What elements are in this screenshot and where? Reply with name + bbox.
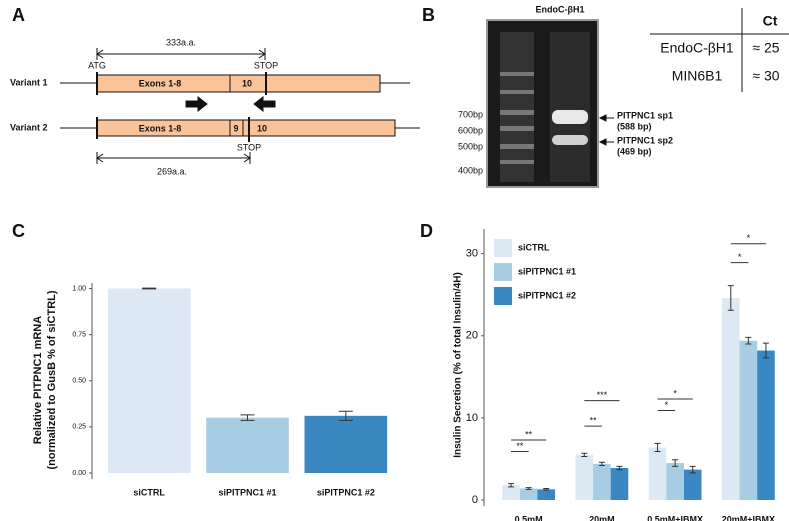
length-label: 333a.a. xyxy=(166,37,196,47)
ladder-label: 500bp xyxy=(458,141,483,151)
error-bar xyxy=(142,287,157,290)
exon-label: 10 xyxy=(257,123,267,133)
bar xyxy=(575,454,594,500)
bar xyxy=(206,417,289,473)
table-cell: ≈ 30 xyxy=(752,68,779,84)
legend-swatch xyxy=(494,263,512,281)
panel-label: B xyxy=(422,5,435,25)
band-label: (588 bp) xyxy=(617,121,652,131)
y-tick-label: 0.50 xyxy=(72,378,86,385)
x-tick-label: 20mM+IBMX xyxy=(722,514,775,521)
legend-label: siPITPNC1 #2 xyxy=(518,290,576,300)
error-bar xyxy=(727,285,734,311)
significance-label: * xyxy=(673,388,677,398)
x-tick-label: 0.5mM xyxy=(515,514,543,521)
error-bar xyxy=(745,336,752,345)
error-bar xyxy=(616,465,623,471)
significance-label: * xyxy=(738,252,742,262)
error-bar xyxy=(672,459,679,467)
significance-label: ** xyxy=(590,415,598,425)
y-tick-label: 20 xyxy=(466,330,478,342)
length-label: 269a.a. xyxy=(157,166,187,176)
bar xyxy=(722,297,740,500)
error-bar xyxy=(508,483,515,488)
significance-label: ** xyxy=(516,441,524,451)
exon-label: 9 xyxy=(233,123,238,133)
bar xyxy=(757,350,775,500)
bar xyxy=(666,463,684,500)
error-bar xyxy=(689,465,696,474)
table-header: Ct xyxy=(763,13,778,29)
significance-label: ** xyxy=(525,429,533,439)
legend-label: siPITPNC1 #1 xyxy=(518,266,576,276)
variant-label: Variant 2 xyxy=(10,122,48,132)
x-tick-label: siCTRL xyxy=(133,487,165,497)
legend-label: siCTRL xyxy=(518,242,550,252)
band-label: PITPNC1 sp2 xyxy=(617,135,673,145)
y-tick-label: 0.75 xyxy=(72,331,86,338)
table-cell: ≈ 25 xyxy=(752,40,779,56)
bar xyxy=(107,288,191,473)
legend-swatch xyxy=(494,287,512,305)
x-tick-label: siPITPNC1 #2 xyxy=(317,487,375,497)
error-bar xyxy=(581,452,588,457)
error-bar xyxy=(762,342,769,359)
stop-label: STOP xyxy=(254,60,278,70)
bar xyxy=(648,447,667,500)
ladder-label: 400bp xyxy=(458,165,483,175)
x-tick-label: 20mM xyxy=(589,514,615,521)
error-bar xyxy=(543,488,550,491)
panel-label: D xyxy=(420,221,433,241)
y-tick-label: 30 xyxy=(466,248,478,260)
y-axis-label: Insulin Secretion (% of total Insulin/4H… xyxy=(453,272,464,458)
exon-label: Exons 1-8 xyxy=(139,123,182,133)
x-tick-label: 0.5mM+IBMX xyxy=(647,514,703,521)
table-cell: MIN6B1 xyxy=(672,68,723,84)
bar xyxy=(537,489,555,500)
legend-swatch xyxy=(494,239,512,257)
error-bar xyxy=(525,487,532,490)
table-cell: EndoC-βH1 xyxy=(660,40,734,56)
significance-label: * xyxy=(665,400,669,410)
gel-title: EndoC-βH1 xyxy=(536,4,585,14)
bar xyxy=(502,485,520,500)
ladder-label: 700bp xyxy=(458,109,483,119)
gel-image xyxy=(486,19,599,188)
band-arrows xyxy=(598,114,614,146)
bar xyxy=(739,340,758,500)
significance-label: *** xyxy=(597,390,608,400)
bar xyxy=(304,415,388,473)
exon-label: 10 xyxy=(242,78,252,88)
panel-label: A xyxy=(12,5,25,25)
panel-label: C xyxy=(12,221,25,241)
error-bar xyxy=(240,414,255,421)
table-lines xyxy=(650,8,789,92)
x-tick-label: siPITPNC1 #1 xyxy=(218,487,276,497)
significance-label: * xyxy=(747,233,751,243)
ladder-label: 600bp xyxy=(458,125,483,135)
bar xyxy=(519,488,538,500)
y-axis-label: Relative PITPNC1 mRNA xyxy=(32,316,44,444)
error-bar xyxy=(654,442,661,453)
atg-label: ATG xyxy=(88,60,106,70)
gene-diagram xyxy=(60,48,420,164)
y-tick-label: 0.00 xyxy=(72,470,86,477)
bar xyxy=(610,467,629,500)
y-axis-label: (normalized to GusB % of siCTRL) xyxy=(46,290,58,469)
y-tick-label: 0 xyxy=(472,494,478,506)
error-bar xyxy=(598,461,605,467)
stop-label: STOP xyxy=(237,142,261,152)
bar xyxy=(593,463,611,500)
variant-label: Variant 1 xyxy=(10,77,48,87)
y-tick-label: 10 xyxy=(466,412,478,424)
band-label: (469 bp) xyxy=(617,146,652,156)
y-tick-label: 1.00 xyxy=(72,285,86,292)
bar xyxy=(683,469,702,500)
y-tick-label: 0.25 xyxy=(72,424,86,431)
error-bar xyxy=(338,410,353,421)
exon-label: Exons 1-8 xyxy=(139,78,182,88)
band-label: PITPNC1 sp1 xyxy=(617,110,673,120)
